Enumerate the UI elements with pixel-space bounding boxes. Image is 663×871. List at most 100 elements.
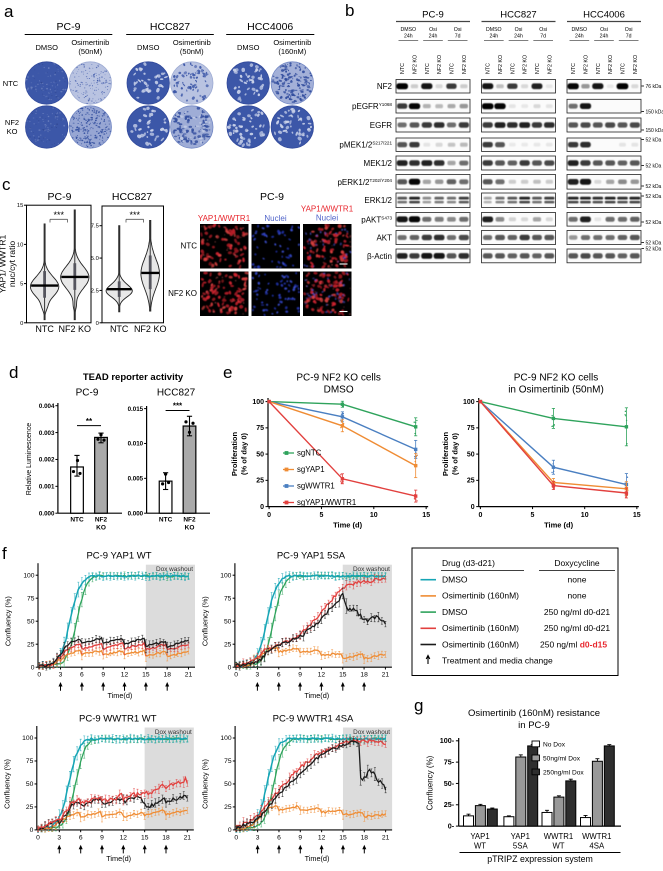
svg-text:10: 10: [581, 512, 589, 519]
svg-text:Nuclei: Nuclei: [264, 214, 286, 223]
svg-text:NF2 KO: NF2 KO: [608, 55, 614, 74]
svg-text:PC-9: PC-9: [422, 10, 444, 21]
svg-text:NTC: NTC: [535, 63, 541, 74]
svg-text:2.5: 2.5: [91, 288, 99, 294]
svg-text:HCC827: HCC827: [112, 191, 152, 203]
svg-text:(50nM): (50nM): [180, 47, 204, 56]
svg-text:YAP1/WWTR1: YAP1/WWTR1: [301, 205, 354, 214]
svg-text:0: 0: [228, 827, 232, 834]
svg-text:**: **: [86, 417, 93, 426]
svg-text:Confluency (%): Confluency (%): [4, 596, 13, 646]
svg-text:Confluency (%): Confluency (%): [426, 755, 435, 810]
svg-text:TEAD reporter activity: TEAD reporter activity: [83, 372, 184, 383]
svg-text:NF2 KO: NF2 KO: [413, 55, 419, 74]
svg-text:Nuclei: Nuclei: [316, 214, 338, 223]
svg-text:100: 100: [220, 572, 231, 579]
svg-text:75: 75: [224, 758, 232, 765]
svg-text:(% of day 0): (% of day 0): [451, 432, 460, 475]
svg-text:3: 3: [256, 834, 260, 841]
svg-text:100: 100: [463, 399, 475, 406]
svg-text:18: 18: [361, 834, 369, 841]
svg-text:***: ***: [173, 402, 183, 411]
svg-text:(160nM): (160nM): [278, 47, 306, 56]
svg-text:DMSO: DMSO: [486, 27, 502, 33]
svg-text:in PC-9: in PC-9: [518, 720, 550, 731]
svg-text:NF2 KO: NF2 KO: [584, 55, 590, 74]
svg-text:0: 0: [30, 827, 34, 834]
svg-text:0: 0: [234, 672, 238, 679]
svg-text:52 kDa: 52 kDa: [646, 220, 662, 226]
svg-text:0.005: 0.005: [128, 476, 144, 483]
svg-text:5.0: 5.0: [91, 256, 99, 262]
svg-text:0: 0: [260, 504, 264, 511]
svg-text:NTC: NTC: [400, 63, 406, 74]
svg-text:NF2 KO: NF2 KO: [59, 324, 92, 334]
svg-text:50-: 50-: [444, 779, 455, 788]
svg-text:21: 21: [184, 834, 192, 841]
svg-text:(% of day 0): (% of day 0): [240, 432, 249, 475]
svg-text:PC-9 WWTR1 WT: PC-9 WWTR1 WT: [79, 714, 157, 725]
svg-text:10: 10: [17, 242, 23, 248]
svg-text:50: 50: [224, 781, 232, 788]
svg-text:Confluency (%): Confluency (%): [200, 596, 209, 646]
svg-text:0-: 0-: [448, 822, 455, 831]
svg-text:Relative Luminescence: Relative Luminescence: [26, 423, 33, 495]
svg-text:6: 6: [277, 672, 281, 679]
svg-text:Treatment and media change: Treatment and media change: [442, 656, 553, 666]
svg-text:25-: 25-: [444, 800, 455, 809]
svg-text:ERK1/2: ERK1/2: [364, 196, 392, 205]
svg-text:25: 25: [26, 804, 34, 811]
svg-text:0.002: 0.002: [39, 457, 55, 464]
svg-text:6: 6: [277, 834, 281, 841]
svg-text:15: 15: [141, 834, 149, 841]
svg-text:25: 25: [27, 641, 35, 648]
svg-text:18: 18: [163, 672, 171, 679]
svg-text:e: e: [223, 363, 232, 382]
svg-text:0: 0: [37, 672, 41, 679]
svg-text:DMSO: DMSO: [237, 43, 260, 52]
svg-text:0: 0: [234, 834, 238, 841]
svg-text:NF2: NF2: [5, 118, 19, 127]
svg-text:0: 0: [471, 504, 475, 511]
svg-text:DMSO: DMSO: [401, 27, 417, 33]
svg-text:25: 25: [224, 804, 232, 811]
svg-text:NF2 KO: NF2 KO: [168, 289, 197, 298]
svg-text:KO: KO: [185, 525, 195, 532]
svg-text:Time(d): Time(d): [305, 854, 330, 863]
svg-text:5: 5: [531, 512, 535, 519]
svg-text:50: 50: [256, 451, 264, 458]
svg-text:75: 75: [256, 425, 264, 432]
svg-text:NF2: NF2: [377, 82, 393, 91]
svg-text:12: 12: [318, 672, 326, 679]
svg-text:7d: 7d: [455, 34, 461, 40]
svg-text:MEK1/2: MEK1/2: [364, 159, 393, 168]
svg-text:***: ***: [129, 210, 140, 220]
svg-text:3: 3: [57, 834, 61, 841]
svg-text:0.003: 0.003: [39, 430, 55, 437]
svg-text:Osi: Osi: [515, 27, 523, 33]
svg-text:sgNTC: sgNTC: [297, 449, 322, 458]
svg-text:NF2 KO: NF2 KO: [547, 55, 553, 74]
svg-text:DMSO: DMSO: [442, 607, 468, 617]
svg-text:15: 15: [142, 672, 150, 679]
svg-text:pTRIPZ expression system: pTRIPZ expression system: [487, 854, 593, 864]
svg-text:NTC: NTC: [181, 242, 198, 251]
svg-text:50ng/ml Dox: 50ng/ml Dox: [543, 756, 581, 763]
svg-text:50: 50: [27, 618, 35, 625]
svg-text:3: 3: [59, 672, 63, 679]
svg-text:0: 0: [20, 321, 23, 327]
svg-text:12: 12: [120, 834, 128, 841]
svg-text:NF2 KO: NF2 KO: [134, 324, 167, 334]
svg-text:7.5: 7.5: [91, 224, 99, 230]
svg-text:DMSO: DMSO: [137, 43, 160, 52]
svg-text:75: 75: [26, 758, 34, 765]
svg-text:Time(d): Time(d): [304, 691, 329, 700]
svg-text:NTC: NTC: [510, 63, 516, 74]
svg-text:100: 100: [252, 399, 264, 406]
svg-text:18: 18: [162, 834, 170, 841]
svg-text:none: none: [568, 575, 587, 585]
svg-text:24h: 24h: [514, 34, 523, 40]
svg-text:9: 9: [298, 834, 302, 841]
svg-text:sgYAP1/WWTR1: sgYAP1/WWTR1: [297, 498, 356, 507]
svg-text:Doxycycline: Doxycycline: [554, 558, 600, 568]
